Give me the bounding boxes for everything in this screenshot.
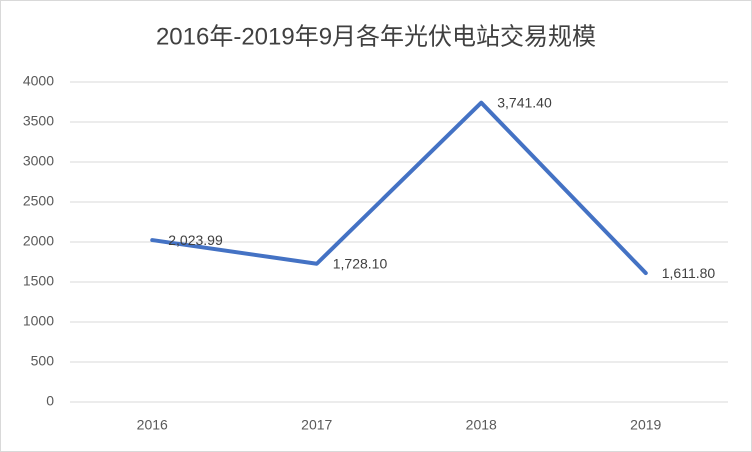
x-tick-label: 2016 (137, 417, 168, 433)
y-tick-label: 3500 (23, 113, 54, 129)
data-label: 1,728.10 (333, 255, 388, 271)
y-tick-label: 3000 (23, 153, 54, 169)
y-tick-label: 0 (46, 393, 54, 409)
data-label: 3,741.40 (497, 94, 552, 110)
y-tick-label: 1500 (23, 273, 54, 289)
data-label: 2,023.99 (168, 232, 223, 248)
y-tick-label: 1000 (23, 313, 54, 329)
x-tick-label: 2017 (301, 417, 332, 433)
y-tick-label: 4000 (23, 73, 54, 89)
y-tick-label: 500 (31, 353, 55, 369)
line (150, 100, 648, 276)
data-label: 1,611.80 (662, 265, 716, 281)
y-tick-label: 2000 (23, 233, 54, 249)
x-tick-label: 2018 (466, 417, 497, 433)
chart-title: 2016年-2019年9月各年光伏电站交易规模 (156, 23, 596, 50)
x-tick-label: 2019 (630, 417, 661, 433)
y-tick-label: 2500 (23, 193, 54, 209)
